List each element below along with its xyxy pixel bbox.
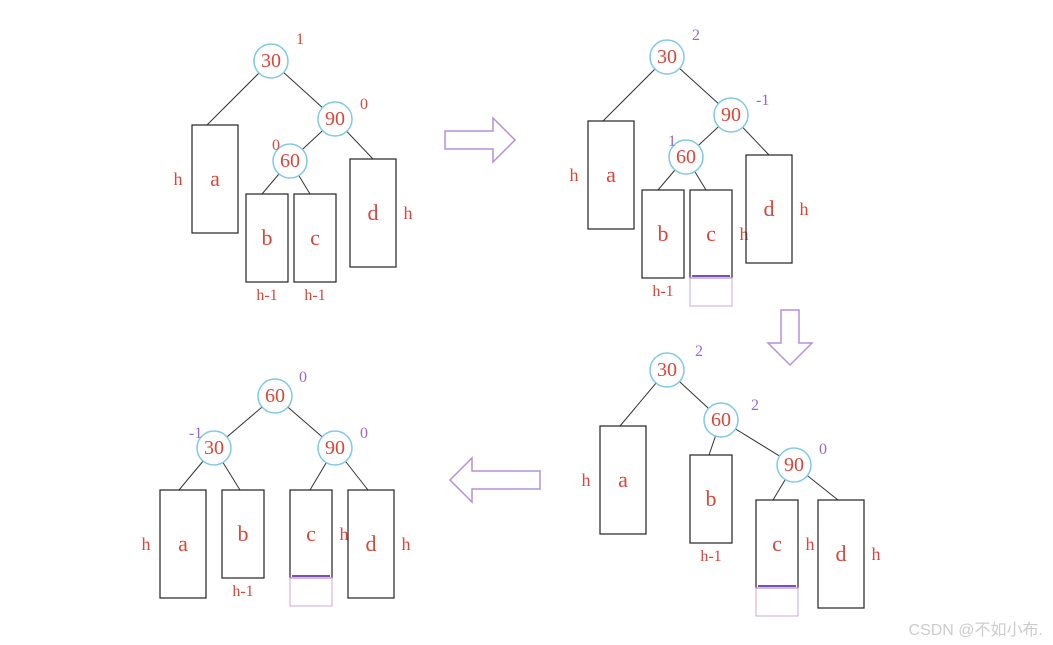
box-label: b — [238, 521, 249, 546]
node-label: 30 — [204, 437, 224, 459]
height-label: h — [340, 524, 349, 544]
box-label: b — [658, 221, 669, 246]
box-label: c — [306, 521, 316, 546]
balance-factor: 0 — [299, 369, 307, 386]
node-label: 30 — [261, 50, 281, 72]
ext-box — [290, 578, 332, 606]
height-label: h — [570, 165, 579, 185]
node-label: 90 — [721, 104, 741, 126]
flow-arrow — [768, 310, 812, 365]
height-label: h — [174, 169, 183, 189]
node-label: 60 — [265, 385, 285, 407]
height-label: h-1 — [304, 287, 325, 304]
height-label: h — [404, 203, 413, 223]
ext-box — [690, 278, 732, 306]
balance-factor: 2 — [751, 397, 759, 414]
box-label: d — [764, 196, 775, 221]
ext-box — [756, 588, 798, 616]
node-label: 90 — [325, 437, 345, 459]
watermark: CSDN @不如小布. — [909, 616, 1043, 640]
height-label: h-1 — [232, 583, 253, 600]
flow-arrow — [450, 458, 540, 502]
box-label: a — [618, 467, 628, 492]
node-label: 60 — [676, 146, 696, 168]
height-label: h-1 — [652, 283, 673, 300]
balance-factor: 2 — [692, 27, 700, 44]
node-label: 60 — [280, 150, 300, 172]
height-label: h — [806, 534, 815, 554]
box-label: c — [706, 221, 716, 246]
box-label: a — [606, 162, 616, 187]
height-label: h — [142, 534, 151, 554]
balance-factor: -1 — [189, 425, 202, 442]
balance-factor: 0 — [819, 441, 827, 458]
flow-arrow — [445, 118, 515, 162]
height-label: h-1 — [256, 287, 277, 304]
balance-factor: 2 — [695, 343, 703, 360]
balance-factor: 0 — [360, 96, 368, 113]
box-label: b — [706, 486, 717, 511]
node-label: 30 — [657, 359, 677, 381]
box-label: d — [368, 200, 379, 225]
balance-factor: 0 — [360, 425, 368, 442]
height-label: h — [582, 470, 591, 490]
height-label: h — [872, 544, 881, 564]
diagram-stage: ahbh-1ch-1dh309060100ahbh-1chdh3090602-1… — [0, 0, 1053, 645]
box-label: a — [178, 531, 188, 556]
node-label: 90 — [784, 454, 804, 476]
node-label: 30 — [657, 46, 677, 68]
node-label: 90 — [325, 108, 345, 130]
balance-factor: 1 — [296, 31, 304, 48]
height-label: h — [800, 199, 809, 219]
box-label: c — [772, 531, 782, 556]
box-label: c — [310, 225, 320, 250]
box-label: a — [210, 166, 220, 191]
balance-factor: 0 — [272, 137, 280, 154]
balance-factor: -1 — [756, 92, 769, 109]
box-label: d — [836, 541, 847, 566]
node-label: 60 — [711, 409, 731, 431]
height-label: h-1 — [700, 548, 721, 565]
box-label: d — [366, 531, 377, 556]
box-label: b — [262, 225, 273, 250]
height-label: h — [740, 224, 749, 244]
balance-factor: 1 — [668, 133, 676, 150]
height-label: h — [402, 534, 411, 554]
